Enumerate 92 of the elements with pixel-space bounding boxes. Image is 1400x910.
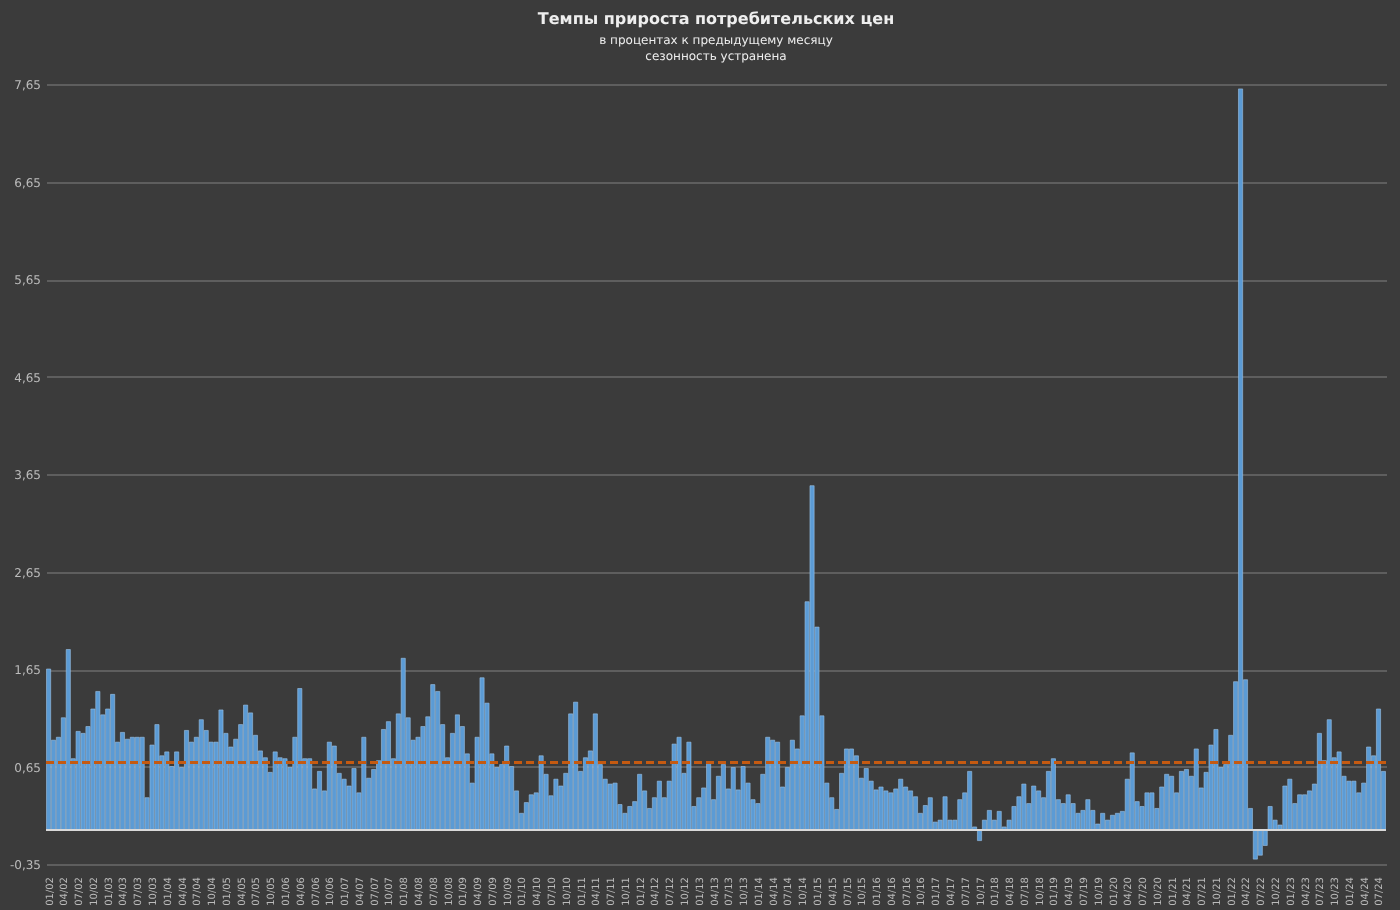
bar (139, 736, 145, 831)
bar (730, 767, 736, 831)
bar (479, 677, 485, 831)
bar (523, 802, 529, 831)
bar (125, 738, 130, 831)
bar (656, 780, 662, 831)
bar (957, 799, 963, 831)
bar (986, 810, 992, 831)
bar (277, 757, 283, 831)
bar (913, 796, 918, 831)
bar (248, 712, 253, 831)
bar (922, 805, 928, 831)
bar (1238, 88, 1243, 831)
bar (65, 649, 71, 831)
bar (455, 714, 460, 831)
bar (1085, 799, 1091, 831)
bar (1252, 829, 1258, 860)
bar (789, 739, 795, 831)
bar (538, 755, 544, 831)
bar (878, 786, 884, 831)
bar (592, 713, 598, 831)
chart-title: Темпы прироста потребительских цен (537, 10, 895, 28)
bar (720, 764, 726, 831)
bar (967, 771, 973, 831)
bar (1105, 819, 1110, 831)
bar (1376, 708, 1381, 831)
bar (908, 790, 913, 831)
bar (612, 782, 618, 831)
bar (326, 741, 332, 831)
bar (1366, 746, 1372, 831)
bar (361, 736, 367, 831)
bar (1346, 780, 1352, 831)
bar (844, 748, 849, 831)
bar (996, 811, 1002, 831)
bar (1287, 778, 1293, 831)
bar (849, 748, 854, 831)
bar (1169, 775, 1175, 831)
bar (977, 829, 982, 841)
bar (218, 709, 224, 831)
bar (154, 724, 160, 831)
bar (120, 732, 125, 831)
bar (351, 768, 357, 831)
bar (740, 766, 746, 831)
bar (765, 736, 771, 831)
bar (942, 796, 948, 831)
bar (1213, 729, 1219, 831)
bar (110, 694, 116, 831)
bar (400, 657, 406, 831)
bar (1115, 813, 1120, 831)
bar (853, 755, 859, 831)
bar (1129, 752, 1135, 831)
bar (637, 774, 643, 831)
bar (809, 485, 815, 831)
bar (1282, 785, 1288, 831)
bar (1144, 792, 1150, 831)
bar (1149, 792, 1155, 831)
bar (627, 806, 633, 831)
bar (583, 757, 588, 831)
bar (1184, 769, 1189, 831)
bar (282, 758, 288, 831)
bar (1193, 748, 1199, 831)
bar (1051, 758, 1056, 831)
bar (671, 743, 677, 831)
bar (1336, 751, 1342, 831)
bar (80, 733, 86, 831)
bar (297, 688, 303, 831)
bar (927, 797, 933, 831)
bar (1179, 771, 1184, 831)
bar (184, 730, 189, 831)
bar (1302, 794, 1307, 831)
bar (386, 721, 391, 831)
bar (317, 771, 322, 831)
bar (686, 741, 692, 831)
bar (1031, 785, 1037, 831)
bar (435, 691, 441, 831)
bar (676, 736, 682, 831)
bar (1021, 783, 1027, 831)
bar (607, 783, 613, 831)
bar (775, 741, 780, 831)
bar (46, 668, 51, 831)
bar (1100, 813, 1106, 831)
bar (243, 704, 248, 831)
bar (307, 758, 313, 831)
bar (1326, 719, 1332, 831)
bar (553, 778, 559, 831)
bar (1316, 733, 1322, 831)
bar (75, 731, 81, 831)
bar (706, 762, 712, 831)
bar (573, 701, 579, 831)
bar (883, 790, 889, 831)
bar (1110, 814, 1115, 831)
bar (381, 729, 386, 831)
